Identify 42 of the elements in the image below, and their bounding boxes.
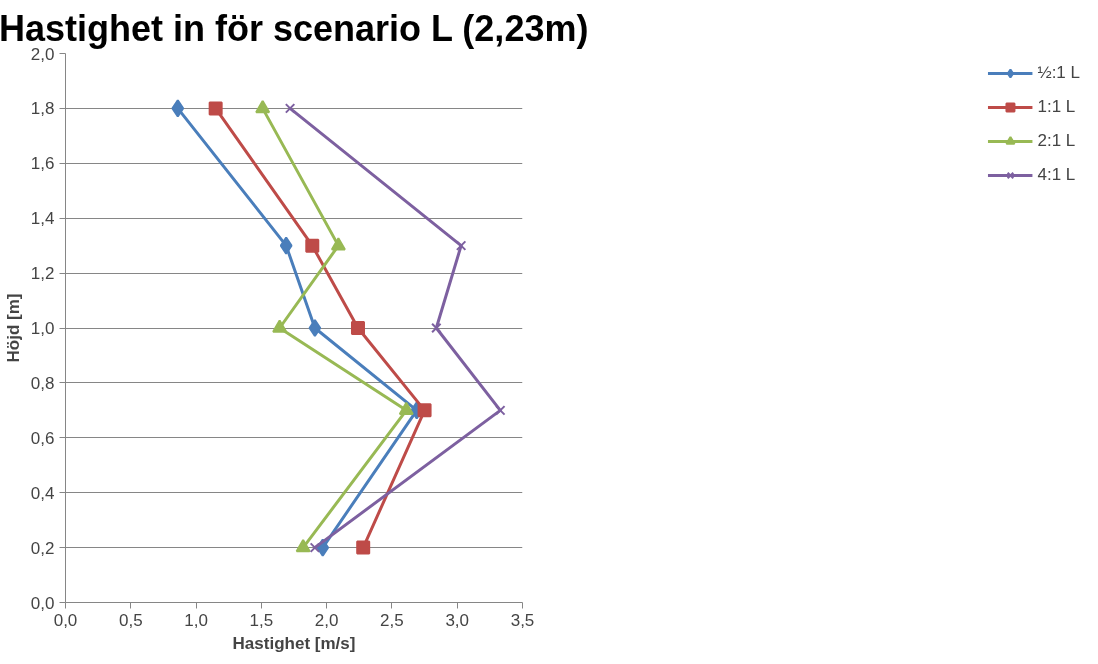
y-tick-label: 0,2 bbox=[30, 538, 55, 558]
legend-label: 1:1 L bbox=[1037, 97, 1076, 117]
y-tick-label: 0,8 bbox=[30, 373, 55, 393]
y-tick-label: 0,4 bbox=[30, 483, 55, 503]
x-tick-label: 0,0 bbox=[53, 610, 78, 630]
y-axis-title: Höjd [m] bbox=[3, 293, 23, 363]
point bbox=[255, 99, 271, 114]
y-tick-label: 0,0 bbox=[30, 593, 55, 613]
point bbox=[398, 401, 414, 416]
point bbox=[309, 542, 321, 553]
x-tick-label: 1,5 bbox=[249, 610, 274, 630]
x-tick-label: 3,5 bbox=[510, 610, 535, 630]
x-tick-label: 3,0 bbox=[445, 610, 470, 630]
point bbox=[431, 322, 442, 334]
point bbox=[208, 101, 223, 116]
point bbox=[272, 319, 288, 333]
x-tick-label: 2,5 bbox=[380, 610, 404, 630]
y-tick-label: 1,4 bbox=[30, 209, 55, 229]
point bbox=[171, 99, 185, 118]
y-tick-label: 1,6 bbox=[30, 154, 55, 174]
y-tick-label: 0,6 bbox=[30, 428, 55, 448]
point bbox=[495, 405, 506, 416]
point bbox=[330, 237, 346, 251]
x-tick-label: 0,5 bbox=[118, 610, 143, 630]
legend-label: ½:1 L bbox=[1037, 63, 1080, 83]
x-tick-label: 2,0 bbox=[314, 610, 339, 630]
legend-label: 4:1 L bbox=[1037, 165, 1076, 185]
point bbox=[455, 240, 467, 251]
y-tick-label: 1,2 bbox=[30, 264, 55, 284]
point bbox=[305, 238, 320, 253]
y-tick-label: 1,8 bbox=[30, 99, 55, 119]
point bbox=[308, 319, 322, 337]
point bbox=[295, 539, 311, 553]
point bbox=[279, 236, 293, 255]
point bbox=[356, 540, 371, 555]
point bbox=[284, 103, 296, 114]
x-tick-label: 1,0 bbox=[184, 610, 208, 630]
y-tick-label: 1,0 bbox=[30, 319, 55, 338]
point bbox=[350, 321, 365, 335]
point bbox=[417, 403, 432, 418]
legend-label: 2:1 L bbox=[1037, 131, 1076, 151]
x-axis-title: Hastighet [m/s] bbox=[232, 633, 356, 653]
